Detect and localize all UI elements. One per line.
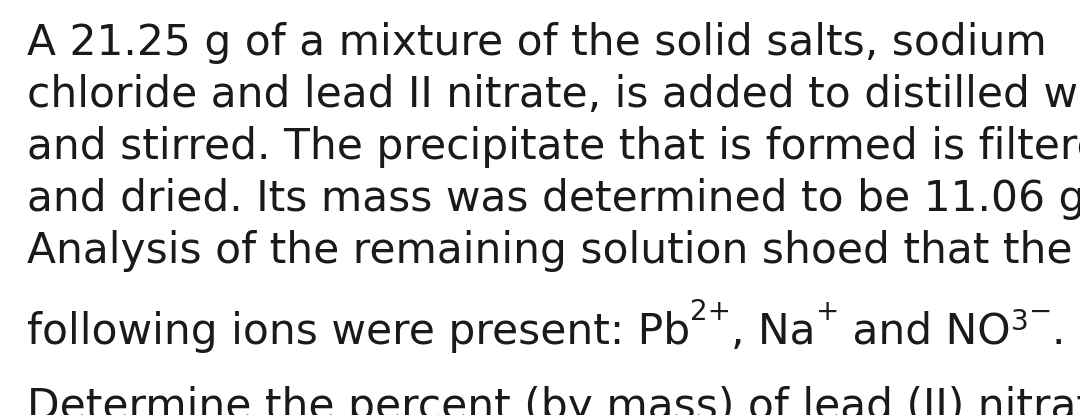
Text: following ions were present: Pb: following ions were present: Pb [27, 310, 690, 353]
Text: −: − [1028, 298, 1052, 326]
Text: , Na: , Na [731, 310, 815, 353]
Text: +: + [815, 298, 839, 326]
Text: 2+: 2+ [690, 298, 731, 326]
Text: Determine the percent (by mass) of lead (II) nitrate in: Determine the percent (by mass) of lead … [27, 386, 1080, 415]
Text: chloride and lead II nitrate, is added to distilled water: chloride and lead II nitrate, is added t… [27, 74, 1080, 116]
Text: 3: 3 [1011, 308, 1028, 336]
Text: A 21.25 g of a mixture of the solid salts, sodium: A 21.25 g of a mixture of the solid salt… [27, 22, 1047, 64]
Text: Analysis of the remaining solution shoed that the: Analysis of the remaining solution shoed… [27, 230, 1072, 272]
Text: and NO: and NO [839, 310, 1011, 353]
Text: and stirred. The precipitate that is formed is filtered: and stirred. The precipitate that is for… [27, 126, 1080, 168]
Text: .: . [1052, 310, 1065, 353]
Text: and dried. Its mass was determined to be 11.06 g.: and dried. Its mass was determined to be… [27, 178, 1080, 220]
